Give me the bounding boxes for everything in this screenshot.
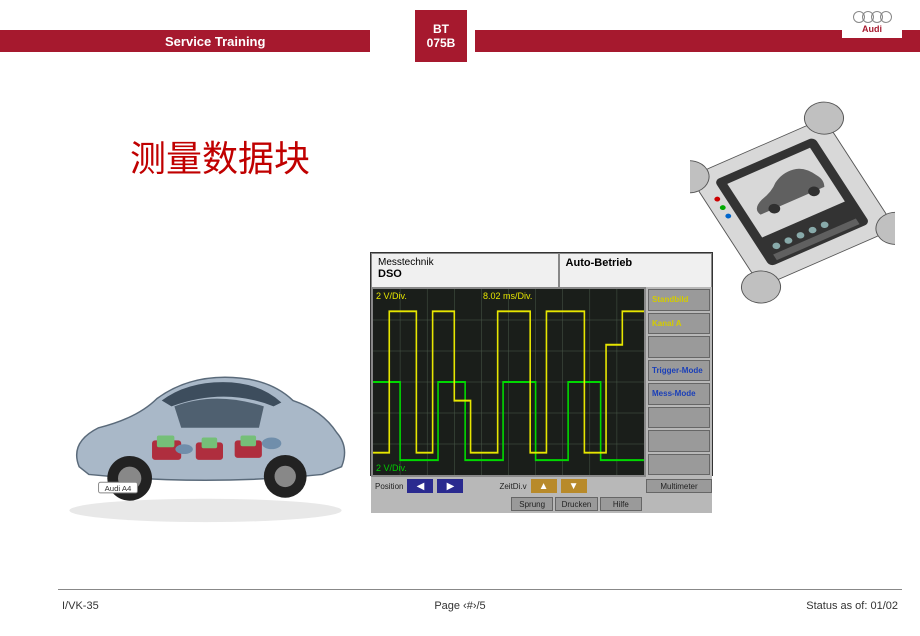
slide: Service Training BT 075B Audi 测量数据块 xyxy=(0,0,920,636)
scope-side-button-5[interactable] xyxy=(648,407,710,429)
multimeter-button[interactable]: Multimeter xyxy=(646,479,712,493)
scope-side-button-3[interactable]: Trigger-Mode xyxy=(648,360,710,382)
scope-side-button-7[interactable] xyxy=(648,454,710,476)
scope-side-button-6[interactable] xyxy=(648,430,710,452)
scope-bottom-button-1[interactable]: Drucken xyxy=(555,497,597,511)
zeit-label: ZeitDi.v xyxy=(499,482,526,491)
audi-logo: Audi xyxy=(842,6,902,38)
header-left-bar: Service Training xyxy=(0,30,370,52)
tab1-line2: DSO xyxy=(378,268,552,280)
course-line1: BT xyxy=(433,22,449,36)
scope-side-button-2[interactable] xyxy=(648,336,710,358)
y-div-bot: 2 V/Div. xyxy=(376,463,407,473)
car-illustration: Audi A4 xyxy=(58,350,353,525)
car-plate: Audi A4 xyxy=(105,484,132,493)
oscilloscope-window: Messtechnik DSO Auto-Betrieb 2 V/Div. 8.… xyxy=(370,252,713,476)
diagnostic-device xyxy=(690,90,895,320)
footer-rule xyxy=(58,589,902,590)
scope-bottom-button-2[interactable]: Hilfe xyxy=(600,497,642,511)
footer-right: Status as of: 01/02 xyxy=(806,600,898,612)
scope-screen: 2 V/Div. 8.02 ms/Div. 2 V/Div. xyxy=(371,287,646,477)
course-line2: 075B xyxy=(427,36,456,50)
audi-rings-icon xyxy=(853,11,892,23)
zeit-up-button[interactable]: ▲ xyxy=(531,479,557,493)
y-div-top: 2 V/Div. xyxy=(376,291,407,301)
zeit-down-button[interactable]: ▼ xyxy=(561,479,587,493)
position-label: Position xyxy=(375,482,403,491)
scope-bottom-row1: Position ◀ ▶ ZeitDi.v ▲ ▼ Multimeter xyxy=(371,477,712,495)
scope-tabs: Messtechnik DSO Auto-Betrieb xyxy=(371,253,712,287)
brand-name: Audi xyxy=(862,24,882,34)
tab1-line1: Messtechnik xyxy=(378,257,552,268)
header-course-badge: BT 075B xyxy=(415,10,467,62)
scope-bottom-button-0[interactable]: Sprung xyxy=(511,497,553,511)
scope-side-button-4[interactable]: Mess-Mode xyxy=(648,383,710,405)
pos-right-button[interactable]: ▶ xyxy=(437,479,463,493)
pos-left-button[interactable]: ◀ xyxy=(407,479,433,493)
time-div: 8.02 ms/Div. xyxy=(483,291,532,301)
header-left-text: Service Training xyxy=(165,34,265,49)
slide-title: 测量数据块 xyxy=(130,130,310,182)
tab2: Auto-Betrieb xyxy=(566,257,705,269)
footer-center: Page ‹#›/5 xyxy=(0,600,920,612)
scope-bottom-row2: SprungDruckenHilfe xyxy=(371,495,712,513)
